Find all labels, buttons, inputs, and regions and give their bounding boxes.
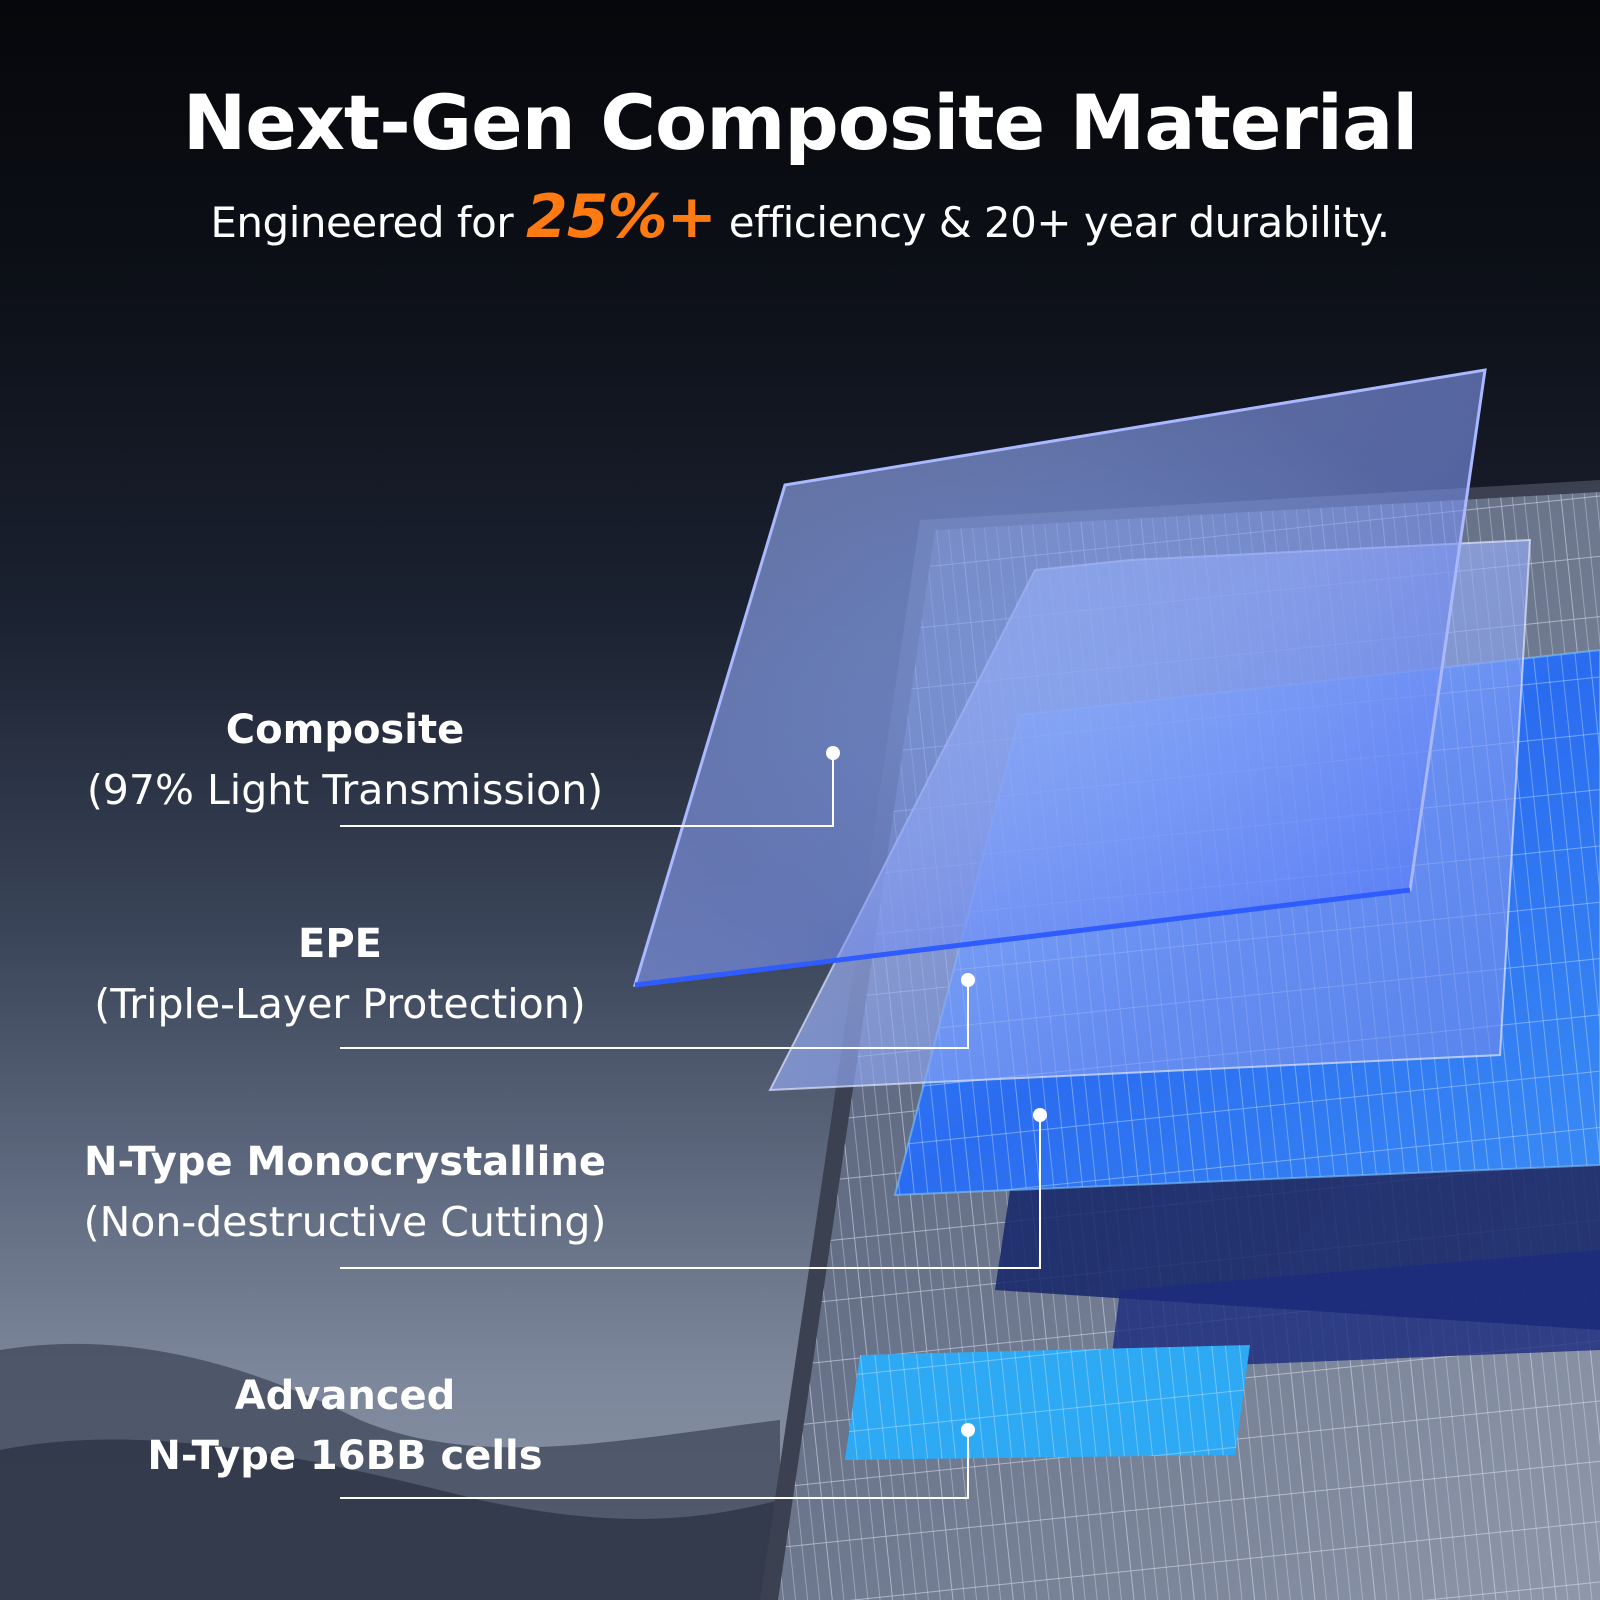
layer-title: Composite	[225, 707, 465, 753]
layer-label-composite: Composite (97% Light Transmission)	[80, 700, 610, 820]
subtitle-prefix: Engineered for	[210, 198, 526, 247]
leader-line-cells	[340, 1430, 969, 1499]
leader-line-epe	[340, 980, 969, 1049]
layer-subtitle: N-Type 16BB cells	[147, 1433, 543, 1479]
leader-dot-cells	[961, 1423, 975, 1437]
layer-label-cells: Advanced N-Type 16BB cells	[120, 1366, 570, 1486]
dunes-background	[0, 1343, 780, 1600]
page-subtitle: Engineered for 25%+ efficiency & 20+ yea…	[0, 182, 1600, 252]
leader-dot-ntype	[1033, 1108, 1047, 1122]
layer-subtitle: (Triple-Layer Protection)	[94, 980, 586, 1028]
leader-dot-composite	[826, 746, 840, 760]
layer-title: Advanced	[234, 1373, 456, 1419]
page-title: Next-Gen Composite Material	[182, 78, 1419, 167]
layer-subtitle: (Non-destructive Cutting)	[83, 1198, 607, 1246]
layer-subtitle: (97% Light Transmission)	[86, 766, 604, 814]
layer-label-epe: EPE (Triple-Layer Protection)	[80, 914, 600, 1034]
leader-lines	[340, 753, 1041, 1499]
layer-label-ntype: N-Type Monocrystalline (Non-destructive …	[60, 1132, 630, 1252]
layer-title: N-Type Monocrystalline	[84, 1139, 606, 1185]
leader-dots	[826, 746, 1047, 1437]
leader-line-composite	[340, 753, 834, 827]
leader-line-ntype	[340, 1115, 1041, 1269]
efficiency-highlight: 25%+	[525, 182, 717, 252]
composite-layer	[632, 368, 1487, 988]
subtitle-suffix: efficiency & 20+ year durability.	[715, 198, 1390, 247]
leader-dot-epe	[961, 973, 975, 987]
layer-title: EPE	[298, 921, 382, 967]
